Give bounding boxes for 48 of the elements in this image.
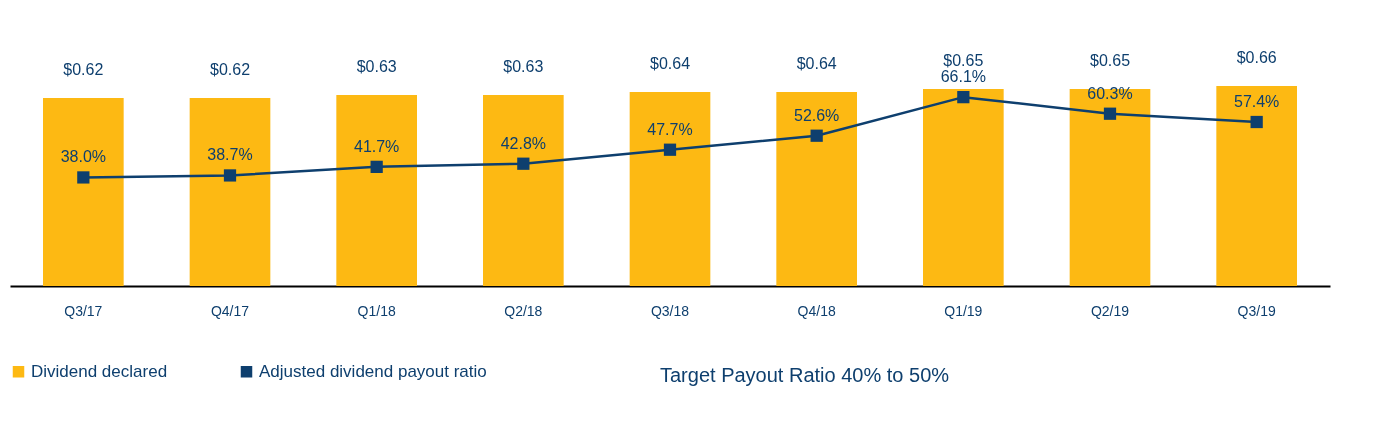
x-tick-label: Q4/18 — [797, 302, 836, 319]
x-tick-label: Q2/18 — [504, 302, 543, 319]
legend-label: Adjusted dividend payout ratio — [259, 361, 487, 381]
data-label: 38.7% — [207, 146, 253, 164]
bar — [483, 95, 564, 286]
data-label: 41.7% — [353, 137, 400, 155]
text: Target Payout Ratio 40% to 50% — [660, 364, 950, 386]
data-label: 66.1% — [940, 68, 987, 86]
bar — [629, 92, 711, 286]
bar — [1069, 89, 1151, 286]
point — [1103, 107, 1117, 120]
data-label: $0.66 — [1236, 49, 1277, 66]
data-label: 42.8% — [500, 134, 547, 152]
x-tick-label: Q1/19 — [944, 302, 983, 319]
x-tick-label: Q1/18 — [357, 302, 396, 319]
point — [810, 129, 823, 142]
point — [957, 91, 970, 104]
data-label: $0.62 — [209, 61, 251, 79]
bar — [923, 89, 1004, 286]
point — [223, 169, 237, 182]
data-label: $0.65 — [943, 52, 984, 70]
data-label: 60.3% — [1087, 84, 1133, 102]
data-label: $0.62 — [63, 61, 104, 79]
x-tick-label: Q4/17 — [210, 302, 250, 319]
data-label: 57.4% — [1233, 93, 1280, 110]
point — [517, 157, 530, 170]
data-label: $0.64 — [649, 55, 691, 73]
bar — [776, 92, 857, 286]
data-label: 38.0% — [60, 148, 107, 166]
data-label: $0.64 — [796, 55, 837, 73]
data-label: $0.63 — [503, 58, 544, 76]
point — [370, 160, 383, 173]
data-label: 47.7% — [647, 120, 693, 138]
data-label: 52.6% — [793, 106, 840, 124]
bar — [189, 98, 271, 286]
data-label: $0.63 — [356, 58, 397, 76]
x-tick-label: Q3/17 — [64, 302, 103, 319]
x-tick-label: Q3/19 — [1237, 302, 1276, 319]
legend-label: Dividend declared — [31, 361, 168, 381]
point — [77, 171, 90, 184]
x-tick-label: Q3/18 — [650, 302, 690, 319]
bar — [336, 95, 417, 286]
bar — [1216, 86, 1297, 286]
data-label: $0.65 — [1089, 52, 1131, 70]
point — [1250, 115, 1263, 129]
x-tick-label: Q2/19 — [1090, 302, 1130, 319]
point — [663, 143, 677, 156]
bar — [43, 98, 124, 286]
